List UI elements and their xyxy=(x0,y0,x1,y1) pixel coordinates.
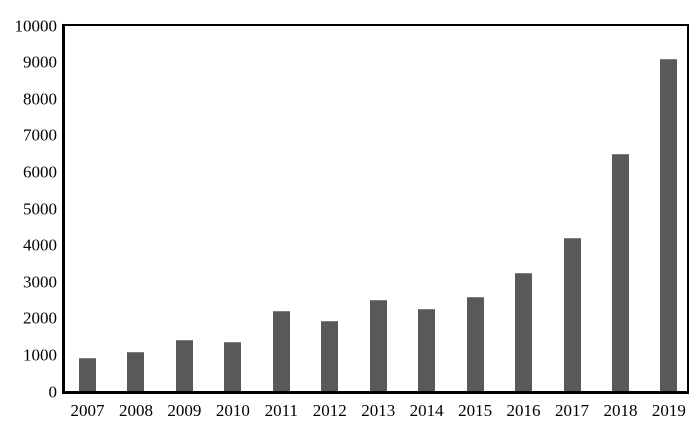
y-tick-label-5000: 5000 xyxy=(23,199,57,218)
y-tick-label-1000: 1000 xyxy=(23,345,57,365)
x-tick-label-2007: 2007 xyxy=(70,401,105,420)
bar-2019 xyxy=(660,59,678,391)
x-tick-label-2015: 2015 xyxy=(458,401,493,420)
x-tick-label-2009: 2009 xyxy=(167,401,202,420)
x-tick-label-2019: 2019 xyxy=(651,401,686,420)
bar-2017 xyxy=(563,238,581,391)
y-tick-label-3000: 3000 xyxy=(23,272,57,292)
x-tick-label-2013: 2013 xyxy=(361,401,396,420)
y-tick-label-4000: 4000 xyxy=(23,235,57,255)
y-tick-label-7000: 7000 xyxy=(23,125,57,145)
x-axis-tick-labels: 2007 2008 2009 2010 2011 2012 2013 2014 2015 2016… xyxy=(65,400,687,426)
y-tick-label-9000: 9000 xyxy=(23,52,57,72)
bar-2014 xyxy=(418,309,436,391)
y-tick-label-6000: 6000 xyxy=(23,162,57,182)
x-tick-label-2011: 2011 xyxy=(264,401,298,420)
x-tick-label-2017: 2017 xyxy=(555,401,589,420)
bar-2013 xyxy=(369,300,387,391)
plot-area xyxy=(62,24,689,394)
x-tick-label-2010: 2010 xyxy=(215,401,250,420)
x-tick-label-2008: 2008 xyxy=(118,401,153,420)
bar-2015 xyxy=(466,297,484,391)
bar-2011 xyxy=(272,311,290,391)
x-tick-label-2014: 2014 xyxy=(409,401,444,420)
bar-2010 xyxy=(224,342,242,391)
x-tick-label-2016: 2016 xyxy=(506,401,541,420)
y-tick-label-2000: 2000 xyxy=(23,308,57,328)
y-tick-label-0: 0 xyxy=(48,382,58,401)
bar-2018 xyxy=(611,154,629,391)
x-tick-label-2012: 2012 xyxy=(312,401,347,420)
bar-2008 xyxy=(127,352,145,391)
x-tick-label-2018: 2018 xyxy=(603,401,638,420)
bar-2012 xyxy=(321,321,339,391)
y-tick-label-8000: 8000 xyxy=(23,89,57,109)
y-axis-tick-labels: 0 1000 2000 3000 4000 5000 6000 7000 8000 9000 100… xyxy=(0,0,58,445)
y-tick-label-10000: 10000 xyxy=(14,16,58,35)
bar-2007 xyxy=(79,358,96,391)
bar-2016 xyxy=(515,273,533,391)
bar-2009 xyxy=(175,340,193,391)
